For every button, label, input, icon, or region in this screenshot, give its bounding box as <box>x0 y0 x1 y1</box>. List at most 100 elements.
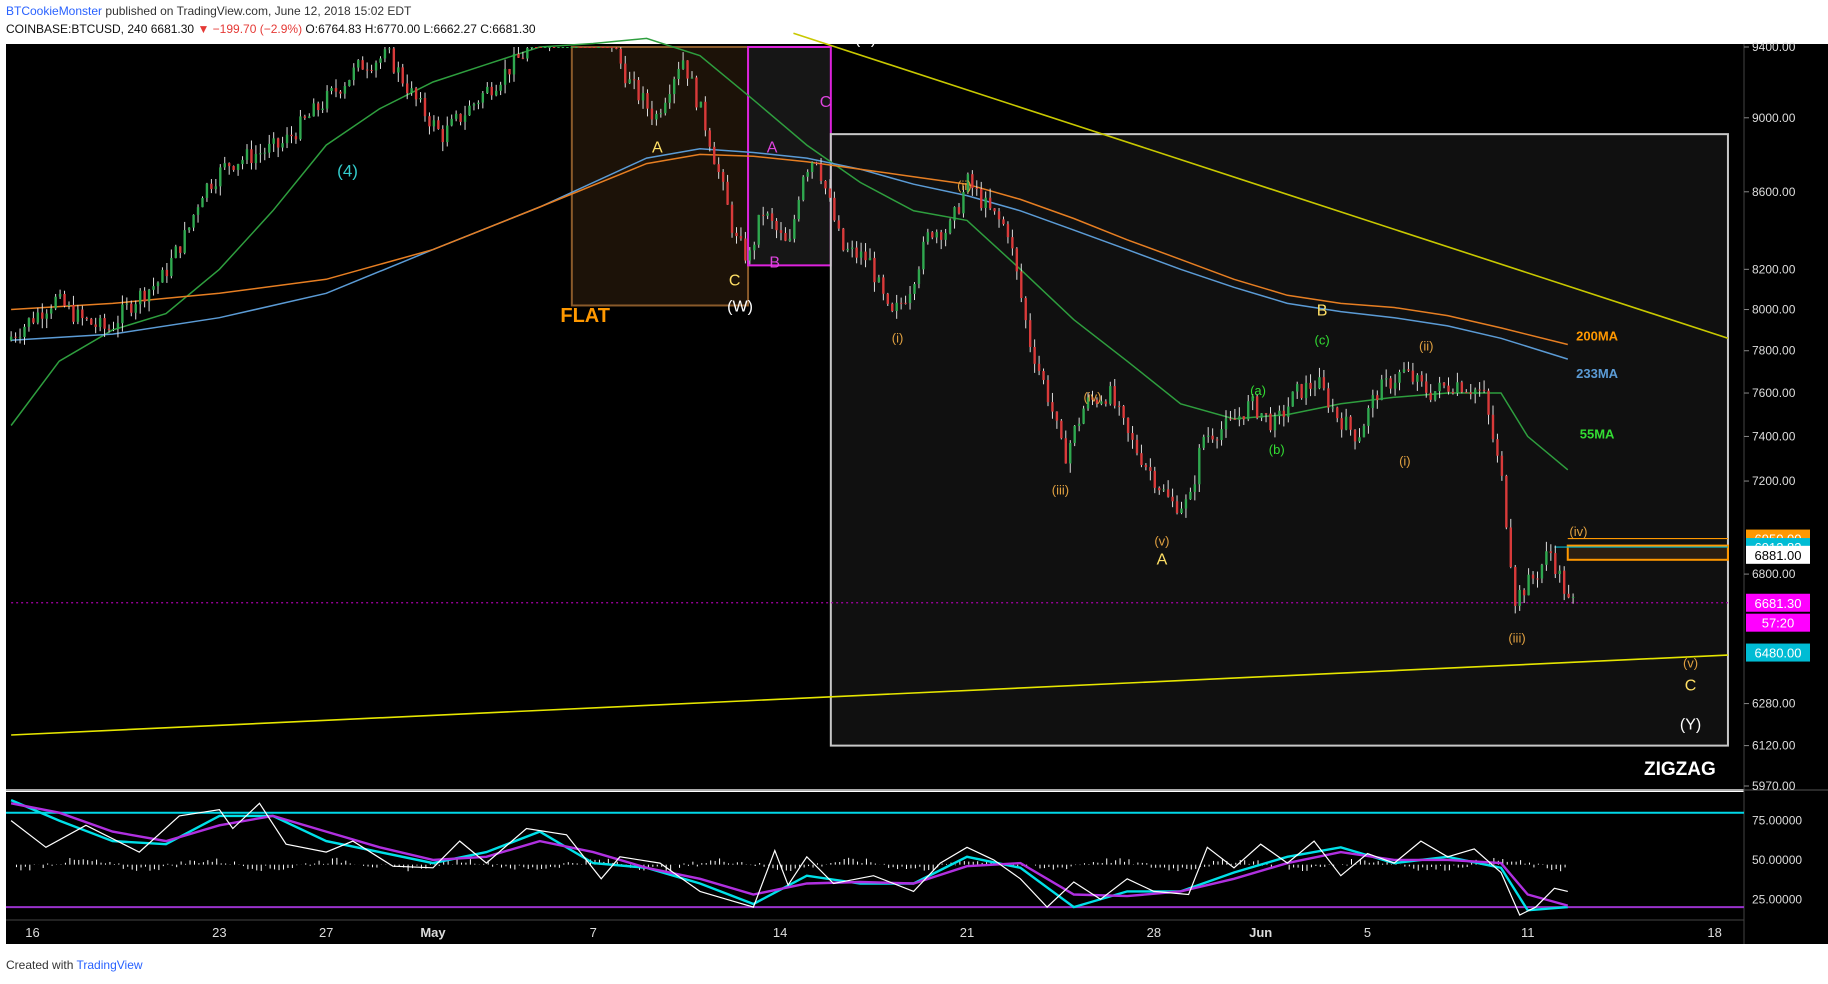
candle-body <box>1554 553 1557 575</box>
candle-body <box>1545 551 1548 565</box>
candle-body <box>1144 465 1148 468</box>
wave-label: 200MA <box>1576 328 1619 343</box>
author-link[interactable]: BTCookieMonster <box>6 4 103 18</box>
candle-body <box>690 77 694 79</box>
osc-tick-label: 25.00000 <box>1752 892 1802 906</box>
price-badge <box>1746 643 1810 662</box>
candle-body <box>232 166 235 170</box>
candle-body <box>1371 395 1375 409</box>
candle-body <box>1322 377 1326 389</box>
candle-body <box>824 180 827 189</box>
oscillator-layer <box>6 798 1744 916</box>
candle-body <box>1562 570 1566 594</box>
candle-body <box>726 181 729 205</box>
candle-body <box>72 304 75 322</box>
candle-body <box>1278 410 1281 417</box>
candle-body <box>699 101 703 108</box>
candle-body <box>1313 388 1317 390</box>
candle-body <box>490 86 493 96</box>
candle-body <box>686 60 689 79</box>
candle-body <box>1438 382 1441 392</box>
candle-body <box>1442 382 1446 386</box>
candle-body <box>1077 423 1081 426</box>
time-tick-label: Jun <box>1249 925 1272 940</box>
candle-body <box>1202 436 1205 448</box>
candle-body <box>646 93 649 109</box>
candle-body <box>891 303 894 311</box>
candle-body <box>975 188 978 190</box>
candle-body <box>597 47 600 48</box>
candle-body <box>1465 392 1468 394</box>
symbol: COINBASE:BTCUSD, 240 <box>6 22 148 36</box>
candle-body <box>1304 382 1308 399</box>
price-tick-label: 6120.00 <box>1752 739 1796 753</box>
candle-body <box>735 232 738 237</box>
osc-series-raw <box>10 802 1568 916</box>
candle-body <box>67 304 71 306</box>
candle-body <box>988 197 992 209</box>
candle-body <box>855 247 858 258</box>
candle-body <box>125 303 129 305</box>
candle-body <box>1425 381 1428 393</box>
candle-body <box>1242 416 1245 420</box>
candle-body <box>859 251 863 258</box>
candle-body <box>944 232 947 240</box>
candle-body <box>343 86 347 94</box>
candle-body <box>321 108 324 111</box>
candle-body <box>1411 370 1415 382</box>
wave-label: C <box>820 94 832 111</box>
price-badge-label: 6480.00 <box>1755 646 1802 661</box>
candle-body <box>1020 271 1023 299</box>
candle-body <box>1531 574 1535 579</box>
axis-layer: 9400.00 9000.00 8600.00 8200.00 8000.00 7800.… <box>25 40 1810 940</box>
candle-body <box>1549 551 1553 554</box>
trendline-upper <box>793 32 1729 340</box>
candle-body <box>463 115 467 122</box>
candle-body <box>268 143 271 153</box>
candle-body <box>770 213 774 221</box>
candle-body <box>917 269 921 285</box>
candle-body <box>984 197 987 208</box>
wave-label: (iii) <box>1508 631 1525 646</box>
candle-body <box>1393 382 1397 389</box>
candle-body <box>379 58 382 63</box>
candle-body <box>1024 298 1027 321</box>
created-with-text: Created with <box>6 958 74 972</box>
candle-body <box>810 162 814 173</box>
candle-body <box>704 101 707 131</box>
candle-body <box>1558 570 1561 575</box>
candle-body <box>672 78 676 95</box>
candle-body <box>1282 410 1286 417</box>
candle-body <box>54 296 57 309</box>
candle-body <box>1064 438 1067 464</box>
candle-body <box>405 83 409 94</box>
candle-body <box>121 304 124 324</box>
tradingview-logo-text[interactable]: TradingView <box>76 958 143 972</box>
candle-body <box>548 47 551 48</box>
candle-body <box>570 47 574 48</box>
wave-label: (a) <box>1250 383 1266 398</box>
candle-body <box>201 197 204 208</box>
candle-body <box>85 318 88 320</box>
candle-body <box>575 47 578 48</box>
published-text: published on TradingView.com, June 12, 2… <box>105 4 412 18</box>
candle-body <box>1082 408 1085 424</box>
candle-body <box>1109 386 1112 404</box>
candle-body <box>254 154 258 164</box>
candle-body <box>761 214 765 216</box>
candle-body <box>980 189 983 208</box>
candle-body <box>1291 391 1294 407</box>
candle-body <box>374 62 378 71</box>
price-tick-label: 7800.00 <box>1752 344 1796 358</box>
candle-body <box>98 318 102 327</box>
candle-body <box>1233 418 1237 420</box>
candle-body <box>1100 401 1103 404</box>
candle-body <box>1086 397 1090 409</box>
time-axis-pane <box>6 920 1744 944</box>
candle-body <box>494 90 498 96</box>
time-tick-label: 18 <box>1707 925 1721 940</box>
candle-body <box>1126 417 1130 434</box>
candle-body <box>1135 439 1139 454</box>
candle-body <box>41 312 44 319</box>
